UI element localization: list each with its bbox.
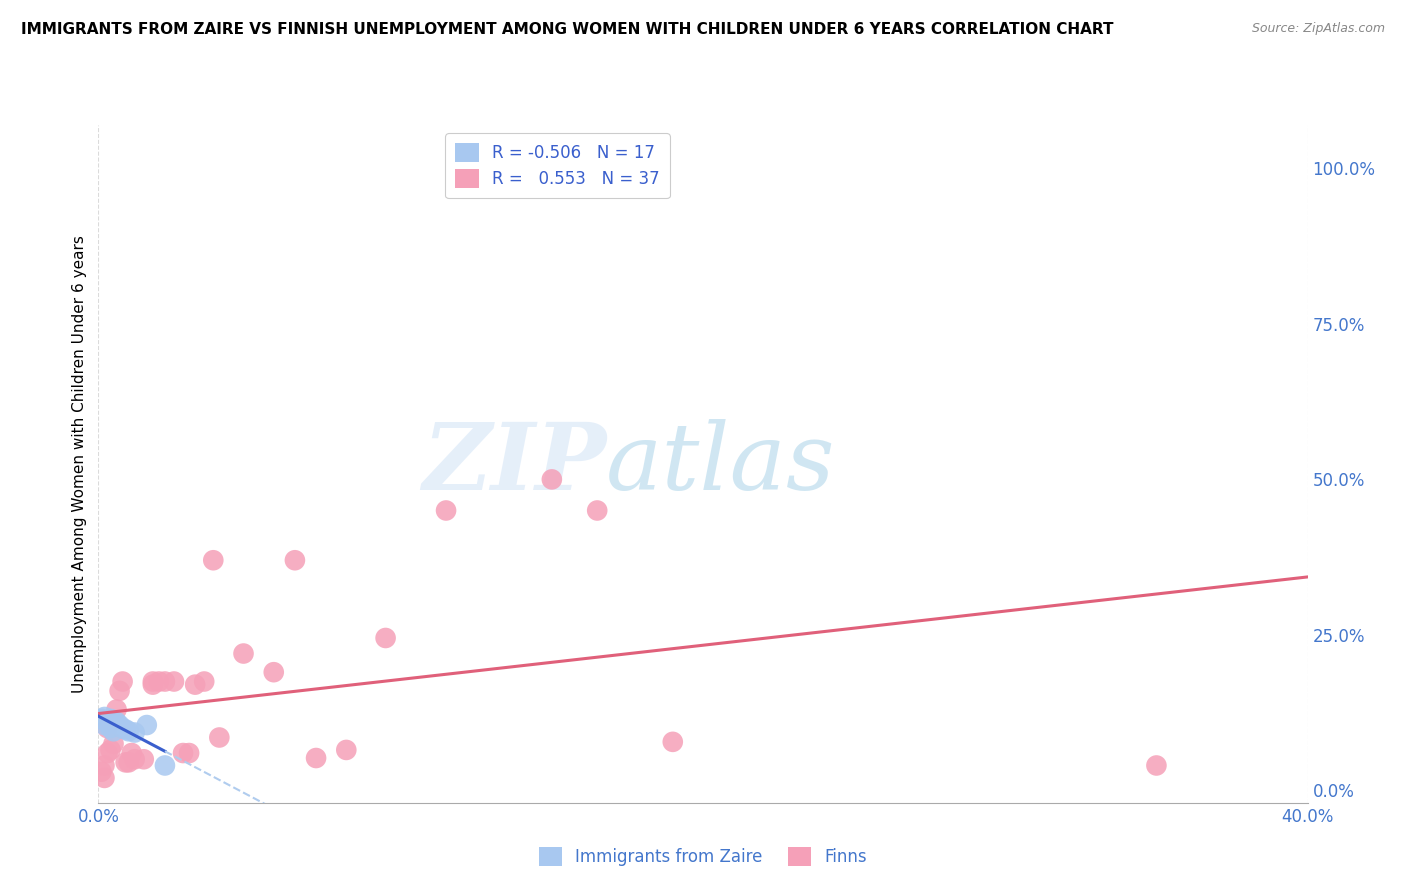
Point xyxy=(208,731,231,745)
Point xyxy=(103,737,125,751)
Point xyxy=(540,472,562,486)
Point xyxy=(93,710,115,724)
Point xyxy=(96,746,118,760)
Text: IMMIGRANTS FROM ZAIRE VS FINNISH UNEMPLOYMENT AMONG WOMEN WITH CHILDREN UNDER 6 : IMMIGRANTS FROM ZAIRE VS FINNISH UNEMPLO… xyxy=(21,22,1114,37)
Legend: Immigrants from Zaire, Finns: Immigrants from Zaire, Finns xyxy=(531,840,875,872)
Point xyxy=(153,674,176,689)
Point xyxy=(105,702,128,716)
Point xyxy=(100,721,122,735)
Y-axis label: Unemployment Among Women with Children Under 6 years: Unemployment Among Women with Children U… xyxy=(72,235,87,693)
Point xyxy=(172,746,194,760)
Text: atlas: atlas xyxy=(606,419,835,508)
Point xyxy=(108,718,131,732)
Point xyxy=(335,743,357,757)
Point xyxy=(114,756,136,770)
Point xyxy=(103,724,125,739)
Point xyxy=(184,678,207,692)
Text: Source: ZipAtlas.com: Source: ZipAtlas.com xyxy=(1251,22,1385,36)
Point xyxy=(202,553,225,567)
Point xyxy=(142,678,165,692)
Point xyxy=(193,674,215,689)
Point xyxy=(148,674,170,689)
Point xyxy=(124,752,146,766)
Point xyxy=(96,721,118,735)
Point xyxy=(93,758,115,772)
Point xyxy=(96,716,118,731)
Point xyxy=(93,771,115,785)
Point xyxy=(100,712,122,726)
Point xyxy=(142,674,165,689)
Point xyxy=(90,712,112,726)
Point xyxy=(100,743,122,757)
Point xyxy=(118,724,141,739)
Point xyxy=(103,716,125,731)
Point xyxy=(153,758,176,772)
Point xyxy=(111,721,134,735)
Point xyxy=(135,718,157,732)
Point xyxy=(586,503,609,517)
Point xyxy=(179,746,201,760)
Point xyxy=(374,631,396,645)
Text: ZIP: ZIP xyxy=(422,419,606,508)
Point xyxy=(163,674,186,689)
Point xyxy=(121,746,143,760)
Point xyxy=(284,553,307,567)
Point xyxy=(132,752,155,766)
Point xyxy=(124,725,146,739)
Point xyxy=(93,718,115,732)
Point xyxy=(1144,758,1167,772)
Point xyxy=(662,735,685,749)
Point xyxy=(263,665,285,680)
Point xyxy=(96,714,118,728)
Point xyxy=(118,756,141,770)
Point xyxy=(90,764,112,779)
Point xyxy=(232,647,254,661)
Point xyxy=(305,751,328,765)
Point xyxy=(434,503,457,517)
Point xyxy=(108,683,131,698)
Point xyxy=(114,723,136,737)
Point xyxy=(111,674,134,689)
Point xyxy=(105,714,128,729)
